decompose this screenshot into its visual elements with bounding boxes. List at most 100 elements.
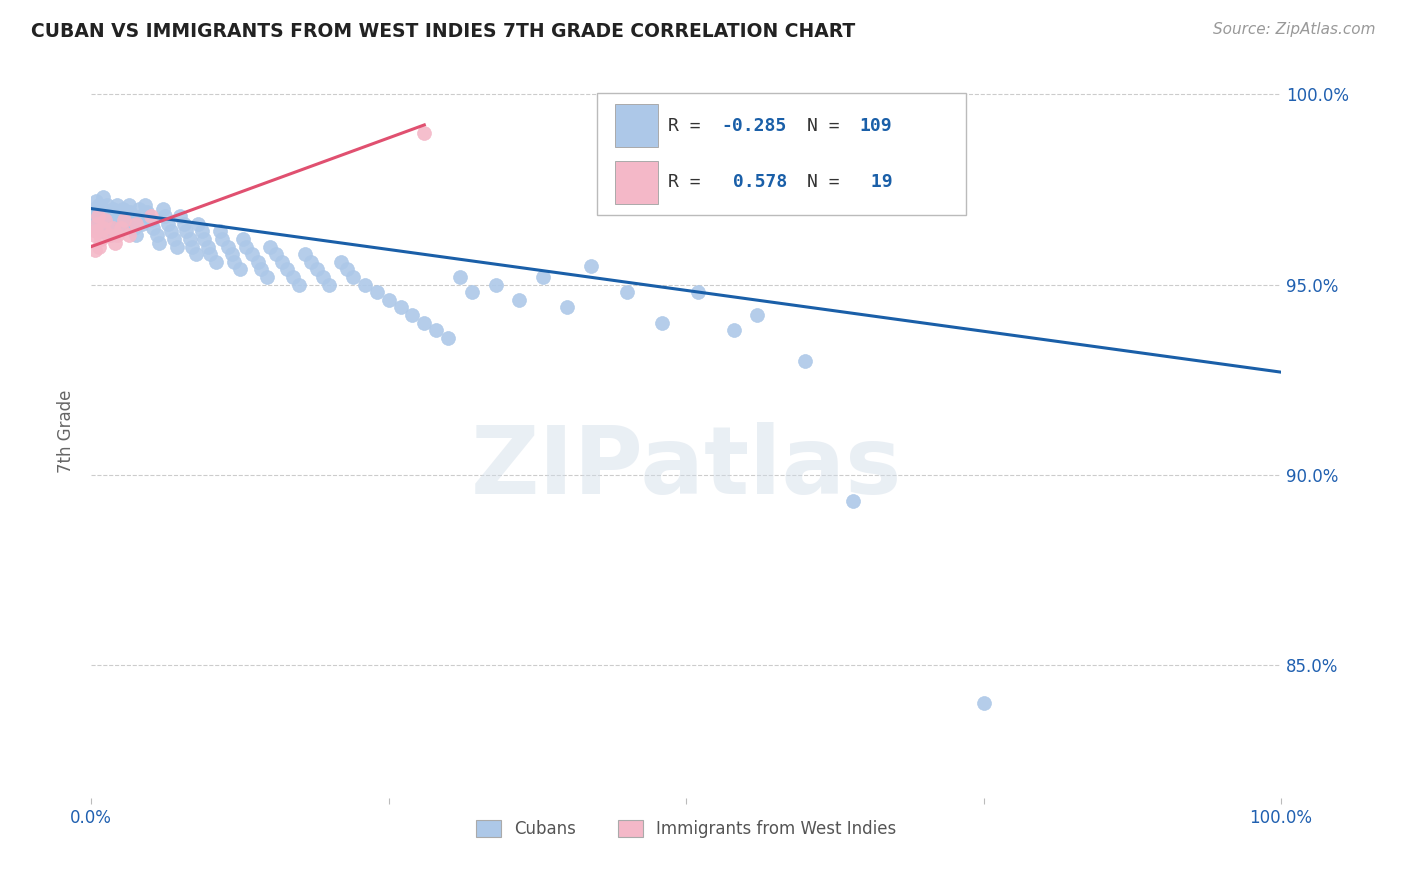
Point [973,696,995,710]
Point [747,308,769,322]
Point [101,220,124,235]
Point [83,228,105,243]
Point [723,323,745,337]
Text: 19: 19 [859,173,893,192]
Point [166,239,188,253]
Point [217,239,239,253]
Point [142,220,165,235]
Point [246,255,269,269]
Point [90,224,112,238]
Point [276,262,298,277]
Point [377,293,399,307]
Point [401,308,423,322]
Point [259,239,281,253]
Point [179,232,201,246]
Point [94,213,117,227]
Point [122,220,145,235]
Legend: Cubans, Immigrants from West Indies: Cubans, Immigrants from West Indies [470,814,903,845]
Point [555,301,578,315]
Point [87,220,110,235]
Point [90,213,112,227]
Point [82,209,104,223]
Point [118,228,141,243]
Point [531,270,554,285]
Point [153,209,176,223]
Point [307,262,329,277]
Point [413,316,436,330]
Point [125,217,148,231]
Point [89,198,111,212]
Point [139,213,162,227]
Point [288,277,311,292]
Point [83,244,105,258]
Point [98,228,121,243]
Point [651,316,673,330]
Point [83,202,105,216]
Point [299,255,322,269]
Point [205,255,228,269]
Point [686,285,709,300]
Point [118,198,141,212]
Point [283,270,305,285]
Point [342,270,364,285]
Point [94,217,117,231]
Point [264,247,287,261]
Point [86,205,108,219]
Point [184,247,207,261]
Point [112,202,135,216]
Point [89,239,111,253]
Point [197,239,219,253]
Point [256,270,278,285]
Point [97,205,120,219]
Point [98,220,121,235]
Point [193,232,215,246]
Point [211,232,233,246]
Point [107,205,129,219]
Point [312,270,335,285]
Point [208,224,231,238]
Point [101,202,124,216]
Text: ZIPatlas: ZIPatlas [471,422,901,514]
Text: R =: R = [668,117,711,135]
Point [120,205,142,219]
Point [176,224,198,238]
Point [114,209,136,223]
Point [105,228,128,243]
Text: N =: N = [807,117,851,135]
Point [232,232,254,246]
Point [794,353,817,368]
Point [270,255,292,269]
Point [104,209,127,223]
Point [98,213,121,227]
Point [389,301,412,315]
Point [579,259,602,273]
Point [136,205,159,219]
Point [841,494,863,508]
Point [187,217,209,231]
FancyBboxPatch shape [614,103,658,147]
Point [229,262,252,277]
Text: 109: 109 [859,117,893,135]
Point [294,247,316,261]
Point [425,323,447,337]
Point [222,255,245,269]
Point [461,285,484,300]
Text: 0.578: 0.578 [721,173,787,192]
Point [91,190,114,204]
Point [100,228,122,243]
Point [131,217,153,231]
Point [91,220,114,235]
Point [96,198,118,212]
Text: R =: R = [668,173,723,192]
Point [616,285,638,300]
Point [104,235,127,250]
Point [110,220,132,235]
Y-axis label: 7th Grade: 7th Grade [58,390,75,473]
Text: -0.285: -0.285 [721,117,787,135]
Point [105,217,128,231]
Point [125,228,148,243]
Point [437,331,460,345]
Point [139,209,162,223]
Point [353,277,375,292]
Point [115,217,138,231]
